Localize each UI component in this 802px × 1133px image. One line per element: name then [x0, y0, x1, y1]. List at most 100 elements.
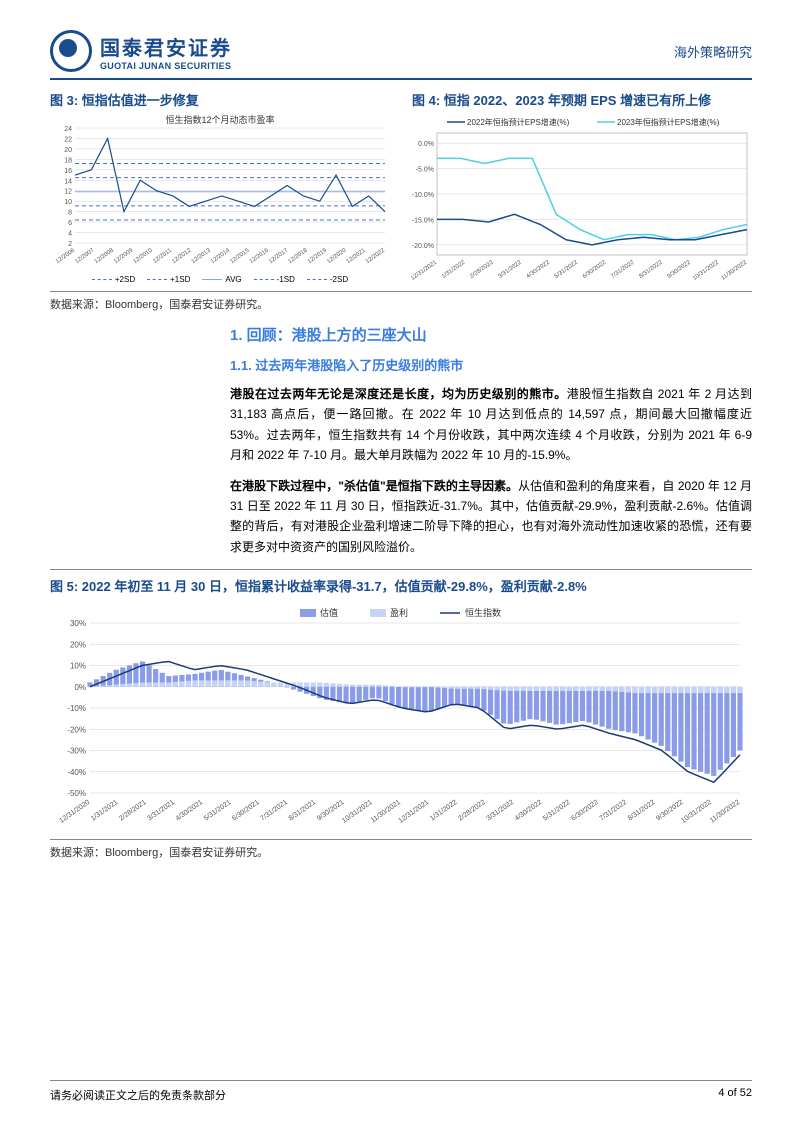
- fig5-chart: 估值盈利恒生指数30%20%10%0%-10%-20%-30%-40%-50%1…: [50, 603, 750, 833]
- svg-text:2022年恒指预计EPS增速(%): 2022年恒指预计EPS增速(%): [467, 117, 570, 127]
- svg-text:12/2014: 12/2014: [210, 247, 232, 265]
- svg-text:-50%: -50%: [67, 789, 86, 798]
- svg-text:12/2012: 12/2012: [171, 247, 193, 265]
- svg-text:12/2021: 12/2021: [346, 247, 368, 265]
- svg-text:3/31/2021: 3/31/2021: [146, 799, 176, 823]
- svg-text:12/2019: 12/2019: [307, 247, 329, 265]
- svg-text:12/2015: 12/2015: [229, 247, 251, 265]
- svg-text:5/31/2022: 5/31/2022: [542, 799, 572, 823]
- svg-text:盈利: 盈利: [390, 607, 408, 618]
- svg-text:6: 6: [68, 220, 72, 227]
- svg-text:5/31/2021: 5/31/2021: [203, 799, 233, 823]
- svg-text:20: 20: [64, 147, 72, 154]
- svg-text:4: 4: [68, 231, 72, 238]
- svg-text:30%: 30%: [70, 619, 86, 628]
- svg-text:8/31/2021: 8/31/2021: [288, 799, 318, 823]
- svg-text:12/31/2021: 12/31/2021: [410, 259, 439, 282]
- svg-text:-20%: -20%: [67, 725, 86, 734]
- svg-text:10%: 10%: [70, 662, 86, 671]
- svg-text:10: 10: [64, 199, 72, 206]
- svg-text:10/31/2022: 10/31/2022: [680, 799, 713, 825]
- paragraph-2: 在港股下跌过程中，"杀估值"是恒指下跌的主导因素。从估值和盈利的角度来看，自 2…: [230, 476, 752, 558]
- disclaimer: 请务必阅读正文之后的免责条款部分: [50, 1087, 226, 1103]
- fig5-title: 图 5: 2022 年初至 11 月 30 日，恒指累计收益率录得-31.7，估…: [50, 569, 752, 595]
- svg-text:2023年恒指预计EPS增速(%): 2023年恒指预计EPS增速(%): [617, 117, 720, 127]
- svg-text:0.0%: 0.0%: [418, 141, 434, 148]
- svg-text:0%: 0%: [74, 683, 86, 692]
- svg-text:估值: 估值: [320, 607, 338, 618]
- svg-text:恒生指数: 恒生指数: [465, 607, 501, 618]
- svg-text:7/31/2022: 7/31/2022: [610, 259, 636, 280]
- svg-text:-15.0%: -15.0%: [412, 217, 434, 224]
- svg-text:2/28/2022: 2/28/2022: [469, 259, 495, 280]
- svg-text:11/30/2022: 11/30/2022: [709, 799, 741, 825]
- svg-text:4/30/2021: 4/30/2021: [175, 799, 205, 823]
- svg-text:-10%: -10%: [67, 704, 86, 713]
- svg-text:5/31/2022: 5/31/2022: [554, 259, 580, 280]
- svg-text:12/2009: 12/2009: [113, 247, 135, 265]
- svg-text:-30%: -30%: [67, 747, 86, 756]
- svg-text:3/31/2022: 3/31/2022: [486, 799, 516, 823]
- svg-text:12/2022: 12/2022: [365, 247, 387, 265]
- svg-text:8/31/2022: 8/31/2022: [627, 799, 657, 823]
- svg-text:2: 2: [68, 241, 72, 248]
- svg-text:6/30/2021: 6/30/2021: [231, 799, 261, 823]
- svg-text:-20.0%: -20.0%: [412, 243, 434, 250]
- paragraph-1: 港股在过去两年无论是深度还是长度，均为历史级别的熊市。港股恒生指数自 2021 …: [230, 384, 752, 466]
- svg-text:12/2010: 12/2010: [132, 247, 154, 265]
- svg-text:恒生指数12个月动态市盈率: 恒生指数12个月动态市盈率: [165, 114, 274, 125]
- svg-text:12/2007: 12/2007: [74, 247, 96, 265]
- report-category: 海外策略研究: [674, 42, 752, 61]
- svg-text:2/28/2021: 2/28/2021: [118, 799, 148, 823]
- svg-text:24: 24: [64, 126, 72, 133]
- svg-text:12/2006: 12/2006: [55, 247, 77, 265]
- source-text-2: 数据来源：Bloomberg，国泰君安证券研究。: [50, 839, 752, 860]
- svg-text:14: 14: [64, 178, 72, 185]
- svg-text:11/30/2022: 11/30/2022: [720, 259, 748, 281]
- svg-text:12/2011: 12/2011: [152, 247, 173, 264]
- svg-text:12/2017: 12/2017: [268, 247, 290, 265]
- fig3-legend: +2SD+1SDAVG-1SD-2SD: [50, 275, 390, 284]
- logo: 国泰君安证券 GUOTAI JUNAN SECURITIES: [50, 30, 232, 72]
- svg-text:2/28/2022: 2/28/2022: [457, 799, 487, 823]
- svg-text:-5.0%: -5.0%: [416, 167, 434, 174]
- svg-text:12/31/2020: 12/31/2020: [58, 799, 91, 825]
- svg-text:1/31/2022: 1/31/2022: [441, 259, 467, 280]
- svg-text:10/31/2021: 10/31/2021: [341, 799, 374, 825]
- svg-text:16: 16: [64, 168, 72, 175]
- svg-text:8: 8: [68, 210, 72, 217]
- svg-text:7/31/2022: 7/31/2022: [599, 799, 629, 823]
- svg-text:12/2016: 12/2016: [249, 247, 271, 265]
- svg-text:12/2013: 12/2013: [191, 247, 213, 265]
- page-number: 4 of 52: [718, 1087, 752, 1103]
- svg-text:10/31/2022: 10/31/2022: [692, 259, 721, 282]
- fig3-chart: 恒生指数12个月动态市盈率2468101214161820222412/2006…: [50, 113, 390, 285]
- fig3-title: 图 3: 恒指估值进一步修复: [50, 90, 199, 109]
- page-header: 国泰君安证券 GUOTAI JUNAN SECURITIES 海外策略研究: [50, 30, 752, 80]
- svg-text:12/2008: 12/2008: [94, 247, 116, 265]
- svg-text:6/30/2022: 6/30/2022: [582, 259, 608, 280]
- svg-text:3/31/2022: 3/31/2022: [497, 259, 523, 280]
- svg-text:12/2018: 12/2018: [287, 247, 309, 265]
- svg-text:4/30/2022: 4/30/2022: [526, 259, 552, 280]
- company-name-en: GUOTAI JUNAN SECURITIES: [100, 61, 232, 71]
- svg-text:12/2020: 12/2020: [326, 247, 348, 265]
- svg-text:12/31/2021: 12/31/2021: [398, 799, 431, 825]
- svg-text:1/31/2022: 1/31/2022: [429, 799, 459, 823]
- svg-text:12: 12: [64, 189, 72, 196]
- svg-text:6/30/2022: 6/30/2022: [570, 799, 600, 823]
- svg-text:11/30/2021: 11/30/2021: [370, 799, 402, 825]
- footer: 请务必阅读正文之后的免责条款部分 4 of 52: [50, 1080, 752, 1103]
- company-name-cn: 国泰君安证券: [100, 32, 232, 61]
- svg-text:-40%: -40%: [67, 768, 86, 777]
- fig4-title: 图 4: 恒指 2022、2023 年预期 EPS 增速已有所上修: [412, 90, 752, 109]
- svg-text:18: 18: [64, 157, 72, 164]
- svg-text:4/30/2022: 4/30/2022: [514, 799, 544, 823]
- svg-text:-10.0%: -10.0%: [412, 192, 434, 199]
- section-1-1-heading: 1.1. 过去两年港股陷入了历史级别的熊市: [230, 355, 752, 374]
- fig4-chart: 2022年恒指预计EPS增速(%) 2023年恒指预计EPS增速(%) 0.0% -5…: [402, 113, 752, 285]
- logo-icon: [50, 30, 92, 72]
- svg-text:7/31/2021: 7/31/2021: [259, 799, 289, 823]
- svg-text:22: 22: [64, 136, 72, 143]
- section-1-heading: 1. 回顾：港股上方的三座大山: [230, 324, 752, 345]
